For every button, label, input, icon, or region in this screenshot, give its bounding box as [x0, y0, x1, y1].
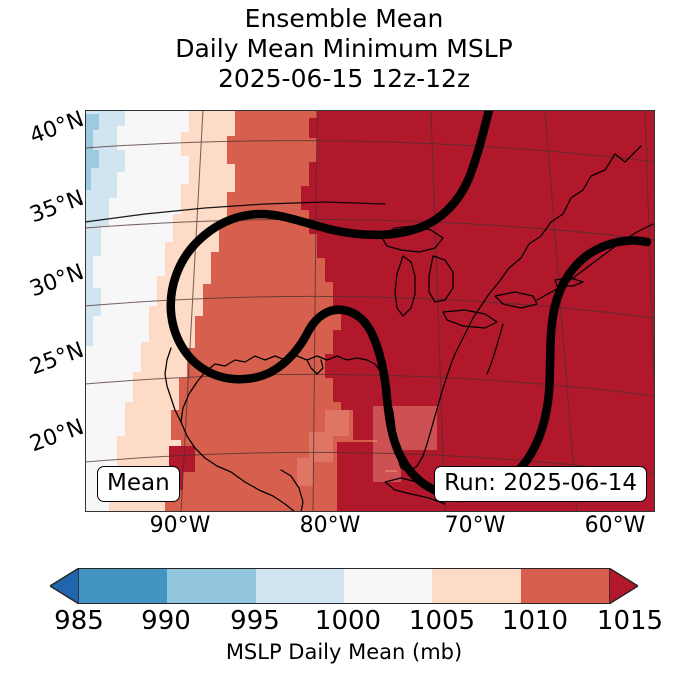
map-graticule — [85, 110, 655, 512]
lat-tick-label-35n: 35°N — [26, 185, 88, 229]
lon-tick-label-60w: 60°W — [584, 513, 646, 538]
colorbar-over-arrow — [609, 568, 638, 604]
lon-tick-label-90w: 90°W — [149, 513, 211, 538]
run-date-box[interactable]: Run: 2025-06-14 — [434, 466, 647, 502]
map-plot-area — [85, 110, 655, 512]
lat-tick-label-40n: 40°N — [26, 106, 88, 150]
colorbar-tick-1010: 1010 — [501, 606, 569, 636]
colorbar-segment-990-995 — [167, 569, 256, 603]
lat-tick-label-30n: 30°N — [26, 259, 88, 303]
colorbar-tick-1005: 1005 — [408, 606, 476, 636]
lat-tick-label-25n: 25°N — [26, 337, 88, 381]
colorbar-tick-990: 990 — [141, 606, 191, 636]
colorbar-segment-995-1000 — [255, 569, 344, 603]
lon-tick-label-70w: 70°W — [444, 513, 506, 538]
colorbar-segment-985-990 — [79, 569, 168, 603]
colorbar-segments — [79, 568, 609, 604]
colorbar-under-arrow — [50, 568, 79, 604]
lon-tick-label-80w: 80°W — [299, 513, 361, 538]
colorbar[interactable]: 985 990 995 1000 1005 1010 1015 MSLP Dai… — [0, 560, 688, 674]
map-canvas — [85, 110, 655, 512]
colorbar-tick-995: 995 — [230, 606, 280, 636]
highlight-isobar-contour — [166, 110, 652, 501]
colorbar-tick-985: 985 — [54, 606, 104, 636]
title-line-1: Ensemble Mean — [244, 4, 444, 33]
lat-tick-label-20n: 20°N — [26, 414, 88, 458]
member-label-box[interactable]: Mean — [97, 466, 180, 502]
title-line-3: 2025-06-15 12z-12z — [217, 64, 471, 93]
colorbar-segment-1005-1010 — [432, 569, 521, 603]
figure-title: Ensemble Mean Daily Mean Minimum MSLP 20… — [0, 4, 688, 94]
colorbar-axis-label: MSLP Daily Mean (mb) — [225, 640, 463, 664]
colorbar-strip[interactable] — [50, 568, 638, 604]
colorbar-segment-1000-1005 — [343, 569, 433, 603]
mslp-map[interactable]: Mean Run: 2025-06-14 — [85, 110, 655, 512]
colorbar-tick-labels: 985 990 995 1000 1005 1010 1015 — [0, 606, 688, 638]
colorbar-tick-1015: 1015 — [596, 606, 664, 636]
title-line-2: Daily Mean Minimum MSLP — [175, 34, 513, 63]
colorbar-tick-1000: 1000 — [314, 606, 382, 636]
colorbar-segment-1010-1015 — [520, 569, 609, 603]
coastline-overlay — [85, 145, 654, 512]
